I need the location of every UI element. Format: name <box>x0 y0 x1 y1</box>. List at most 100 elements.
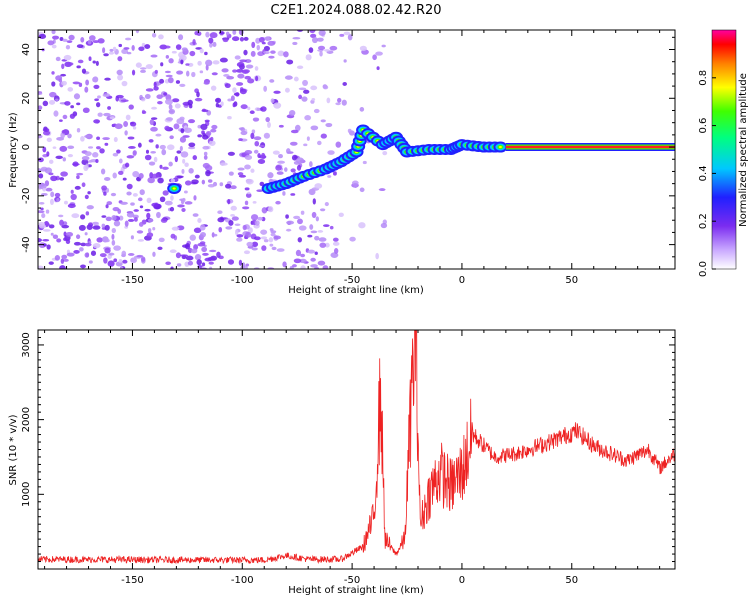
noise-blob <box>103 53 109 57</box>
noise-blob <box>259 181 265 187</box>
noise-blob <box>300 253 306 258</box>
noise-blob <box>155 133 162 137</box>
noise-blob <box>54 255 61 261</box>
noise-blob <box>244 150 253 155</box>
noise-blob <box>264 36 270 41</box>
noise-blob <box>218 31 225 35</box>
noise-blob <box>268 55 275 59</box>
noise-blob <box>188 104 193 109</box>
noise-blob <box>157 101 163 105</box>
noise-blob <box>84 194 89 200</box>
noise-blob <box>87 191 91 195</box>
noise-blob <box>227 115 232 120</box>
noise-blob <box>103 257 108 264</box>
noise-blob <box>133 209 139 212</box>
noise-blob <box>207 179 213 183</box>
noise-blob <box>292 36 301 40</box>
noise-blob <box>135 30 140 34</box>
noise-blob <box>253 236 261 241</box>
x-tick-label: 0 <box>459 575 465 586</box>
noise-blob <box>203 151 208 156</box>
noise-blob <box>65 239 71 245</box>
noise-blob <box>252 117 260 122</box>
noise-blob <box>87 39 92 45</box>
noise-blob <box>121 48 129 55</box>
noise-blob <box>324 201 329 207</box>
noise-blob <box>199 224 206 231</box>
noise-blob <box>157 177 164 184</box>
noise-blob <box>194 30 199 36</box>
noise-blob <box>341 99 347 106</box>
noise-blob <box>298 94 303 100</box>
noise-blob <box>245 178 254 185</box>
noise-blob <box>95 102 101 108</box>
noise-blob <box>327 175 332 178</box>
noise-blob <box>245 263 250 267</box>
noise-blob <box>64 101 71 106</box>
noise-blob <box>263 132 270 139</box>
noise-blob <box>130 121 134 125</box>
noise-blob <box>202 145 210 150</box>
noise-blob <box>234 55 241 60</box>
y-axis-title: Frequency (Hz) <box>8 112 19 188</box>
noise-blob <box>297 237 303 243</box>
noise-blob <box>84 134 91 138</box>
noise-blob <box>80 264 87 269</box>
noise-blob <box>249 110 255 115</box>
noise-blob <box>200 123 208 131</box>
noise-blob <box>319 51 323 57</box>
noise-blob <box>90 250 97 256</box>
noise-blob <box>55 75 63 81</box>
noise-blob <box>76 128 81 133</box>
noise-blob <box>343 31 351 36</box>
y-tick-label: 0 <box>21 144 32 150</box>
noise-blob <box>207 256 216 261</box>
noise-blob <box>164 200 173 206</box>
noise-blob <box>127 136 135 140</box>
noise-blob <box>359 106 365 112</box>
noise-blob <box>59 219 64 226</box>
noise-blob <box>278 124 284 128</box>
noise-blob <box>81 68 87 74</box>
noise-blob <box>123 47 130 50</box>
noise-blob <box>246 241 254 247</box>
noise-blob <box>111 228 117 234</box>
noise-blob <box>250 168 255 173</box>
noise-blob <box>300 265 306 269</box>
noise-blob <box>188 168 194 174</box>
noise-blob <box>323 224 330 228</box>
noise-blob <box>81 182 86 188</box>
noise-blob <box>124 37 132 41</box>
noise-blob <box>304 115 312 121</box>
noise-blob <box>192 213 199 217</box>
noise-blob <box>305 54 312 61</box>
x-axis-title: Height of straight line (km) <box>288 285 424 296</box>
noise-blob <box>237 73 245 79</box>
noise-blob <box>299 258 307 264</box>
noise-blob <box>38 210 45 214</box>
noise-blob <box>209 42 213 48</box>
noise-blob <box>66 40 73 44</box>
noise-blob <box>310 33 317 38</box>
noise-blob <box>173 123 180 130</box>
noise-blob <box>127 253 135 256</box>
noise-blob <box>312 198 316 205</box>
noise-blob <box>167 77 174 84</box>
noise-blob <box>103 112 111 117</box>
noise-blob <box>222 38 229 43</box>
noise-blob <box>38 134 43 139</box>
noise-blob <box>320 119 326 123</box>
noise-blob <box>165 117 174 121</box>
noise-blob <box>165 74 173 78</box>
noise-blob <box>92 77 96 83</box>
noise-blob <box>263 239 269 243</box>
noise-blob <box>241 70 249 75</box>
noise-blob <box>243 250 250 255</box>
noise-blob <box>292 41 298 46</box>
snr-panel: -150 -100 -50 0 50 1000 2000 3000 Height of st… <box>8 329 676 596</box>
noise-blob <box>104 142 109 146</box>
noise-blob <box>309 30 316 34</box>
noise-blob <box>78 82 83 88</box>
noise-blob <box>245 231 252 238</box>
noise-blob <box>210 85 217 91</box>
